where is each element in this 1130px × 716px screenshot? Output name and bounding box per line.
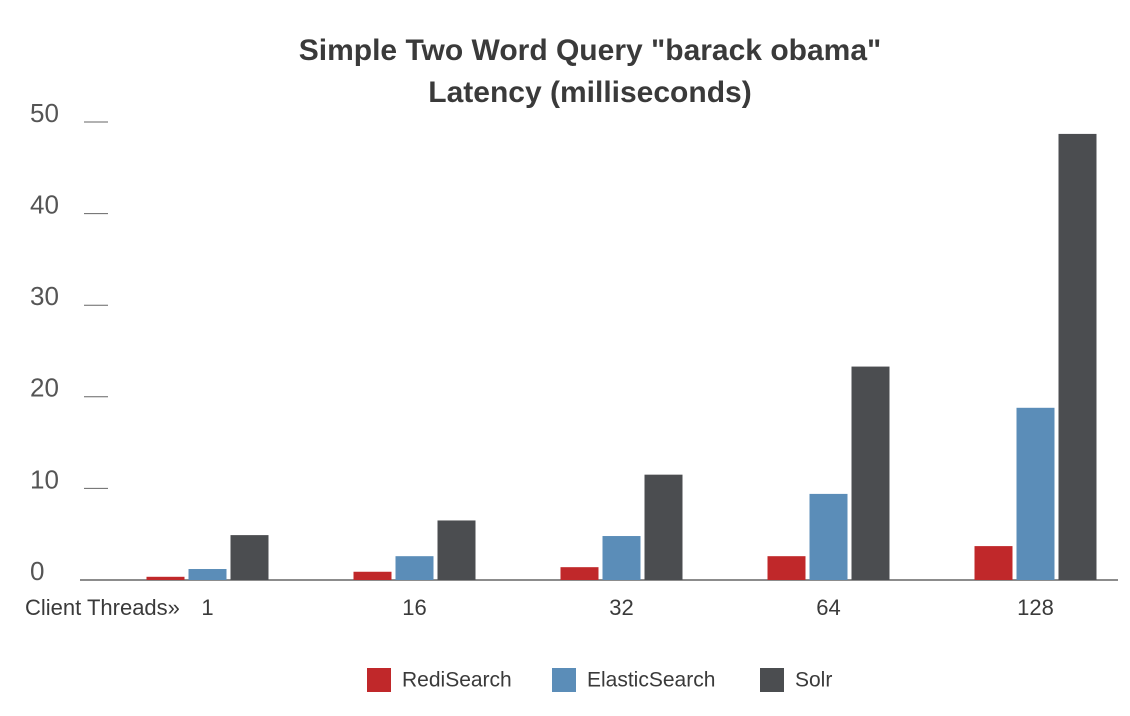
bar xyxy=(437,520,476,580)
bar xyxy=(230,535,269,580)
x-tick-label: 16 xyxy=(402,595,426,620)
bar xyxy=(851,366,890,580)
bar xyxy=(602,536,641,580)
x-axis-label: Client Threads» xyxy=(25,595,180,620)
x-tick-label: 128 xyxy=(1017,595,1054,620)
bar xyxy=(974,546,1013,580)
y-tick-label: 30 xyxy=(30,281,59,311)
bar xyxy=(767,556,806,580)
legend-label: ElasticSearch xyxy=(587,669,715,692)
bar xyxy=(1058,133,1097,580)
y-tick-label: 50 xyxy=(30,98,59,128)
legend-swatch xyxy=(367,668,391,692)
y-tick-label: 20 xyxy=(30,373,59,403)
bar xyxy=(809,493,848,580)
bar xyxy=(644,474,683,580)
legend-swatch xyxy=(760,668,784,692)
x-tick-label: 32 xyxy=(609,595,633,620)
y-tick-label: 10 xyxy=(30,464,59,494)
legend-swatch xyxy=(552,668,576,692)
bar xyxy=(353,571,392,580)
chart-subtitle: Latency (milliseconds) xyxy=(428,76,751,109)
bar xyxy=(395,556,434,580)
x-tick-label: 1 xyxy=(201,595,213,620)
bar xyxy=(146,576,185,580)
bar xyxy=(560,567,599,580)
bar xyxy=(188,569,227,580)
x-tick-label: 64 xyxy=(816,595,840,620)
y-tick-label: 40 xyxy=(30,189,59,219)
y-tick-label: 0 xyxy=(30,556,44,586)
legend-label: RediSearch xyxy=(402,669,512,692)
bar xyxy=(1016,407,1055,580)
legend-label: Solr xyxy=(795,669,832,692)
chart-title: Simple Two Word Query "barack obama" xyxy=(299,34,881,67)
